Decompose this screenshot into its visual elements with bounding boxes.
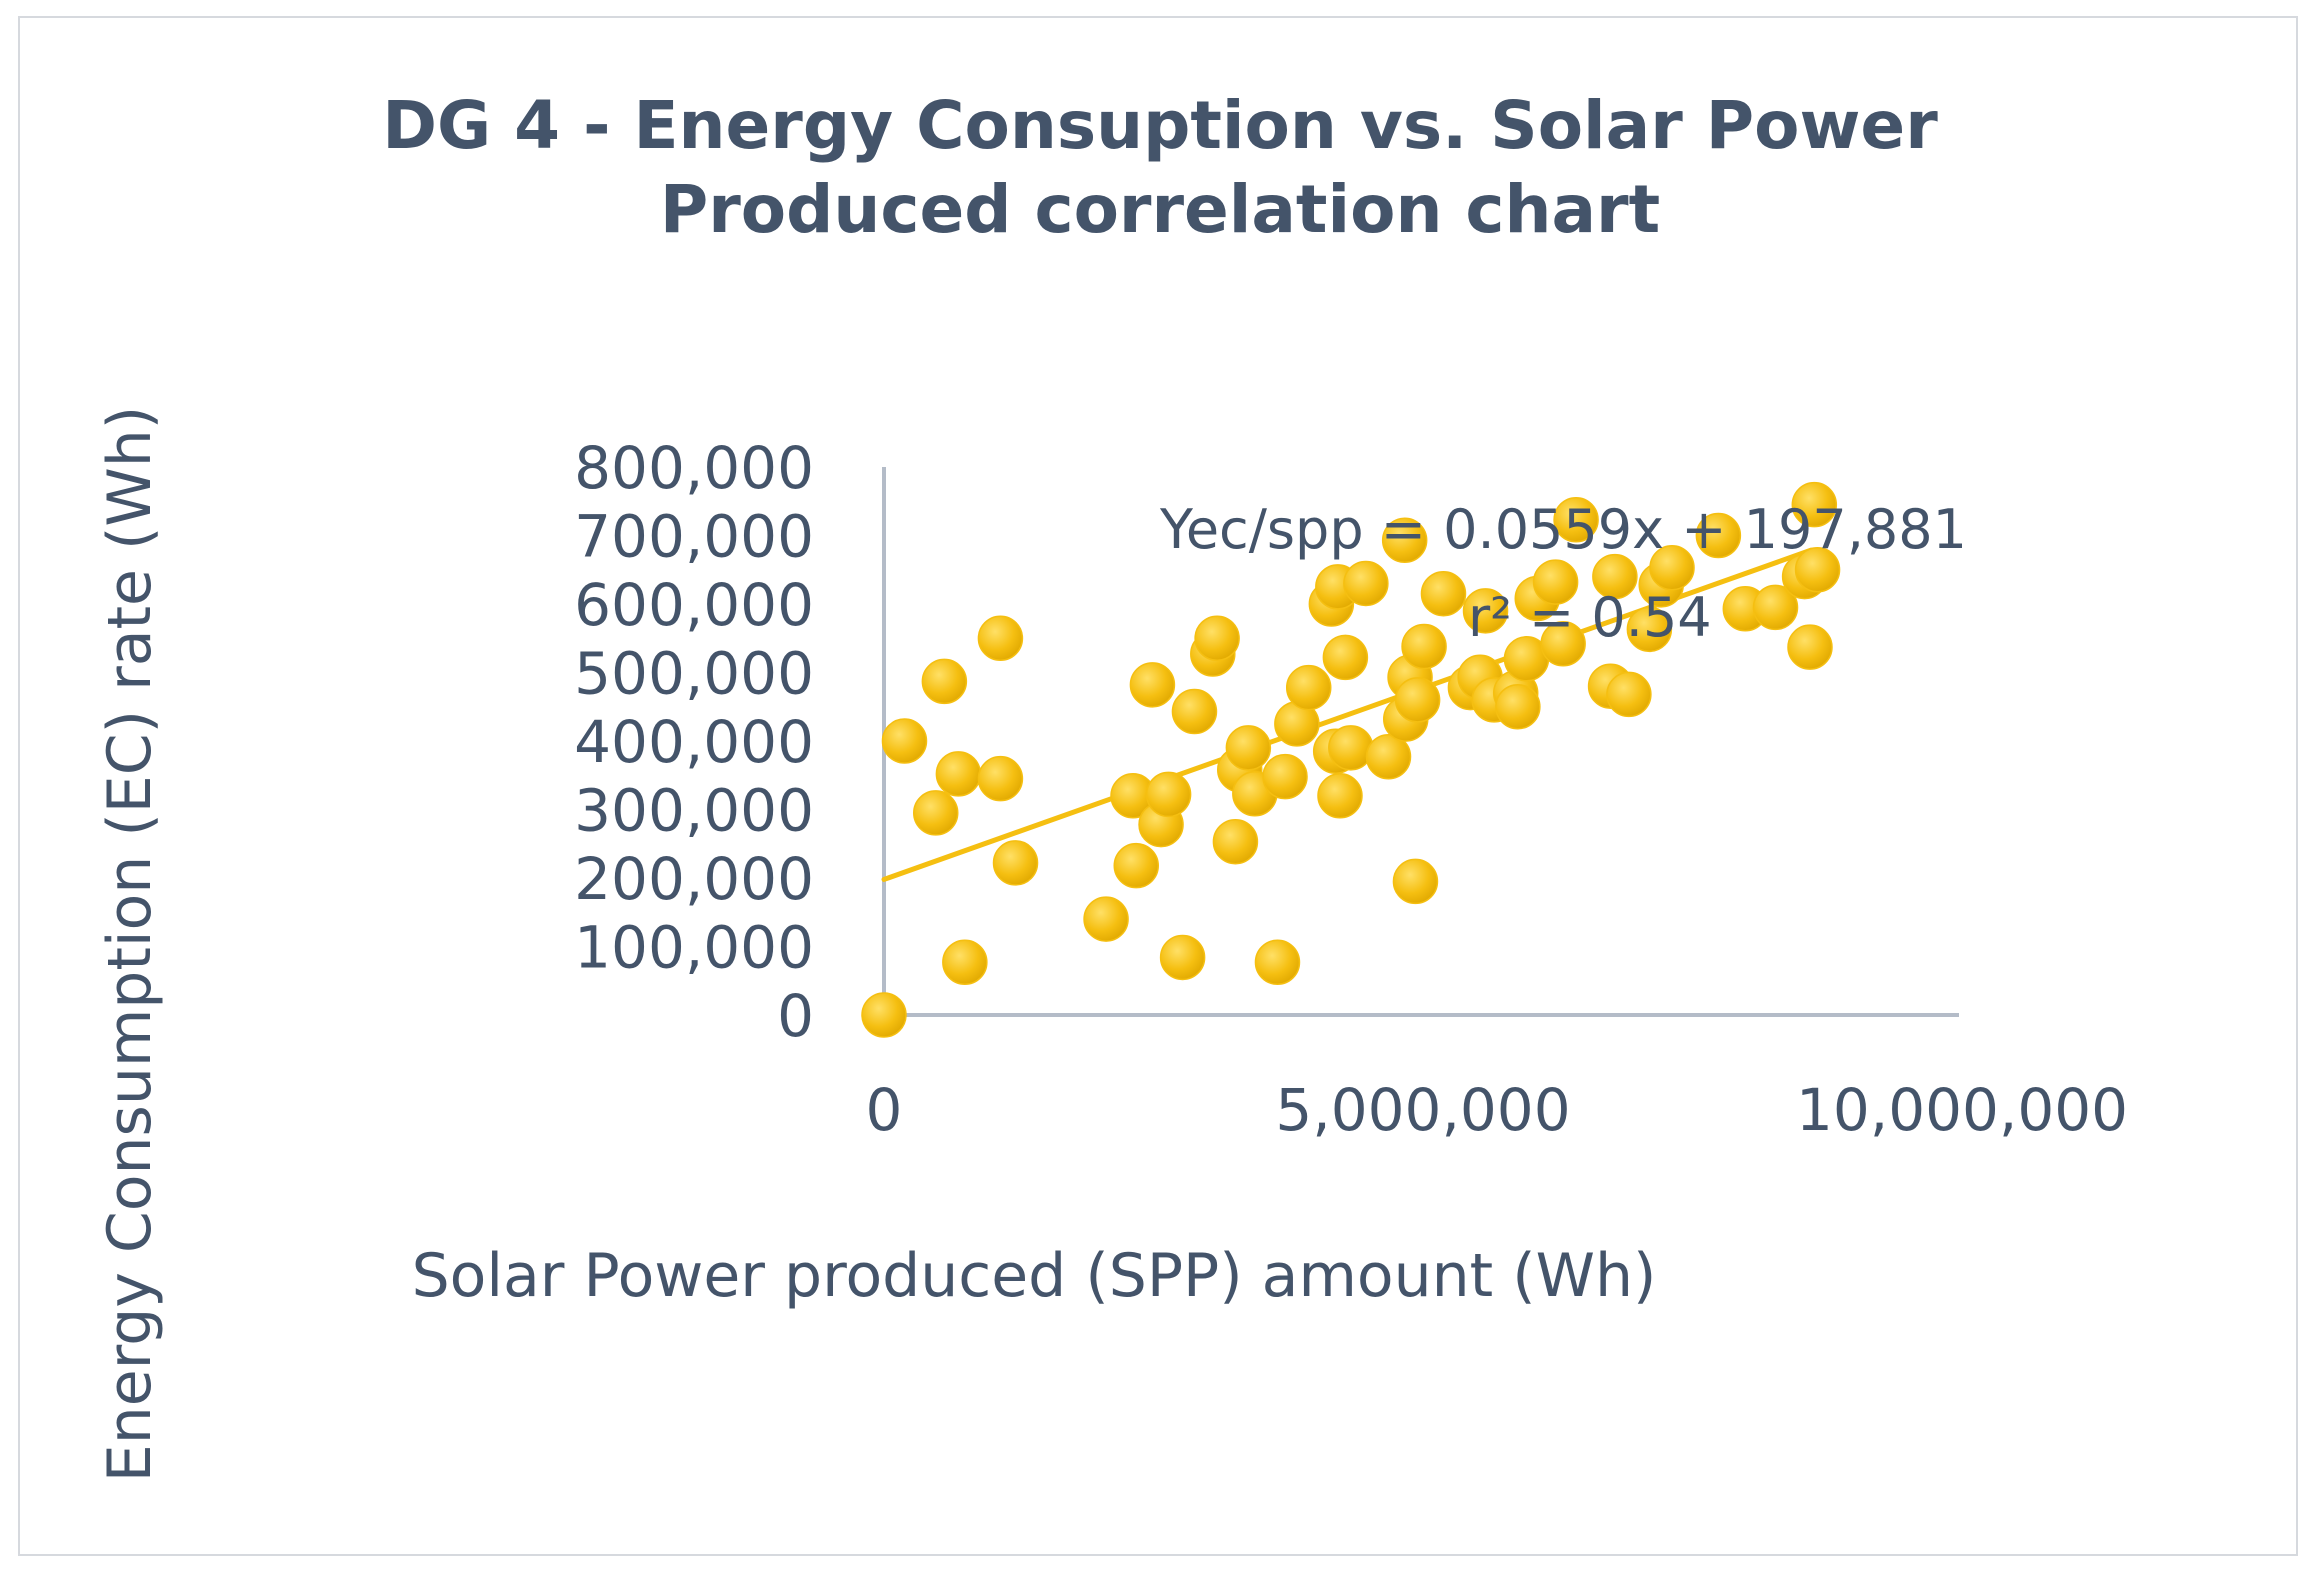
x-tick-label: 5,000,000 (1275, 1076, 1570, 1144)
y-tick-label: 500,000 (574, 640, 814, 708)
data-point (1254, 939, 1301, 986)
data-point (1343, 560, 1389, 607)
data-point (1317, 773, 1363, 819)
data-point (1787, 624, 1833, 670)
data-point (1262, 753, 1308, 800)
y-tick-label: 800,000 (574, 434, 814, 502)
data-point (1606, 671, 1652, 718)
data-point (1328, 725, 1374, 771)
data-point (1171, 688, 1218, 735)
x-axis-title: Solar Power produced (SPP) amount (Wh) (412, 1241, 1657, 1311)
data-point (1212, 818, 1259, 865)
data-point (992, 840, 1039, 886)
data-point (1083, 896, 1129, 942)
data-point (1322, 634, 1369, 681)
data-point (1394, 677, 1441, 723)
chart-title-line-2: Produced correlation chart (660, 171, 1660, 248)
data-point (1752, 584, 1799, 631)
data-point (1540, 620, 1586, 667)
data-point (977, 755, 1024, 802)
data-point (1129, 662, 1176, 708)
data-point (1381, 517, 1428, 564)
data-point (1791, 481, 1838, 528)
data-point (1145, 771, 1192, 818)
x-tick-labels: 0 5,000,000 10,000,000 (866, 1076, 2129, 1144)
data-point (1553, 496, 1599, 543)
data-point (1392, 858, 1439, 905)
y-tick-label: 400,000 (574, 708, 814, 776)
data-point (912, 790, 959, 836)
data-point (1649, 544, 1695, 591)
x-tick-label: 10,000,000 (1796, 1076, 2128, 1144)
y-tick-label: 700,000 (574, 503, 814, 571)
y-tick-label: 0 (777, 982, 814, 1050)
data-points (861, 481, 1841, 1038)
data-point (1113, 842, 1160, 889)
data-point (1365, 734, 1412, 780)
data-point (1159, 934, 1206, 981)
data-point (1420, 570, 1467, 617)
data-point (1794, 547, 1841, 593)
data-point (861, 992, 907, 1038)
y-tick-label: 100,000 (574, 914, 814, 982)
data-point (1194, 615, 1240, 661)
data-point (977, 615, 1024, 661)
data-point (1592, 553, 1638, 600)
x-tick-label: 0 (866, 1076, 903, 1144)
data-point (935, 751, 982, 797)
data-point (1401, 623, 1447, 670)
data-point (881, 718, 928, 764)
r-squared-label: r² = 0.54 (1468, 586, 1712, 649)
data-point (942, 939, 988, 986)
data-point (1225, 725, 1272, 771)
y-tick-labels: 0100,000200,000300,000400,000500,000600,… (574, 434, 814, 1050)
y-tick-label: 200,000 (574, 845, 814, 913)
data-point (1495, 684, 1541, 730)
y-axis-title: Energy Consumption (EC) rate (Wh) (95, 406, 165, 1482)
y-tick-label: 600,000 (574, 571, 814, 639)
data-point (1462, 588, 1509, 634)
trendline-equation: Yec/spp = 0.0559x + 197,881 (1159, 498, 1967, 561)
data-point (1695, 512, 1742, 559)
data-point (1626, 606, 1673, 653)
chart-title-line-1: DG 4 - Energy Consuption vs. Solar Power (382, 87, 1938, 164)
y-tick-label: 300,000 (574, 777, 814, 845)
data-point (921, 658, 968, 705)
data-point (1285, 664, 1332, 711)
data-point (1532, 559, 1579, 605)
